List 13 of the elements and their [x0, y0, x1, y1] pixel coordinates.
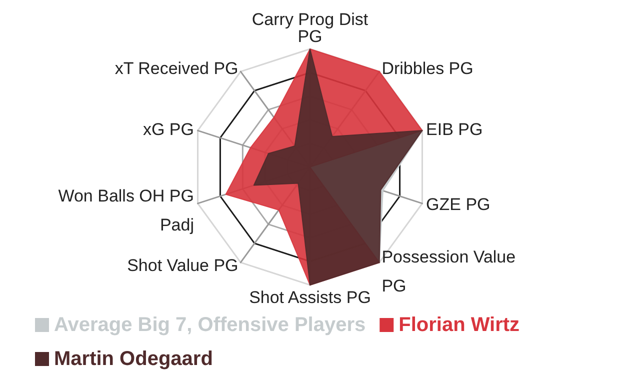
spoke-label: EIB PG	[426, 120, 483, 139]
spoke-label: Shot Value PG	[127, 256, 238, 276]
legend-label: Florian Wirtz	[398, 314, 520, 336]
spoke-label: xT Received PG	[114, 58, 238, 78]
legend-label: Martin Odegaard	[54, 348, 213, 370]
spoke-label: GZE PG	[426, 195, 490, 214]
spoke-label: Carry Prog Dist PG	[252, 10, 368, 46]
spoke-label: Dribbles PG	[382, 58, 474, 78]
spoke-label: Shot Assists PG	[249, 288, 371, 307]
legend-label: Average Big 7, Offensive Players	[54, 314, 366, 336]
spoke-label: xG PG	[142, 120, 194, 139]
spoke-label: Possession Value PG	[382, 248, 516, 296]
spoke-label: Won Balls OH PG Padj	[58, 186, 194, 235]
